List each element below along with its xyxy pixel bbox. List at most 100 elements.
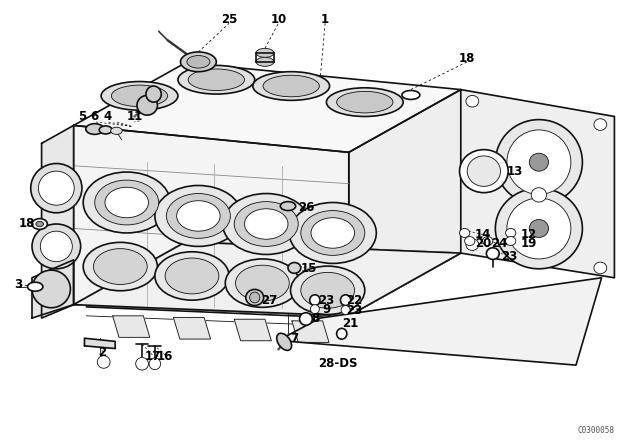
Ellipse shape <box>310 295 320 306</box>
Ellipse shape <box>341 306 350 314</box>
Ellipse shape <box>460 150 508 193</box>
Ellipse shape <box>165 258 219 294</box>
Ellipse shape <box>93 249 147 284</box>
Ellipse shape <box>32 224 81 269</box>
Ellipse shape <box>337 91 393 113</box>
Ellipse shape <box>495 188 582 269</box>
Ellipse shape <box>111 127 122 134</box>
Polygon shape <box>74 63 461 152</box>
Ellipse shape <box>101 82 178 110</box>
Text: 21: 21 <box>342 317 359 330</box>
Ellipse shape <box>276 333 292 350</box>
Text: 13: 13 <box>507 164 524 178</box>
Ellipse shape <box>95 180 159 225</box>
Ellipse shape <box>246 289 264 306</box>
Text: 3: 3 <box>14 278 22 292</box>
Text: 9: 9 <box>323 302 330 316</box>
Ellipse shape <box>97 356 110 368</box>
Polygon shape <box>32 260 74 318</box>
Ellipse shape <box>466 239 479 250</box>
Ellipse shape <box>155 252 229 300</box>
Text: 23: 23 <box>318 293 335 307</box>
Text: 28-DS: 28-DS <box>318 357 358 370</box>
Ellipse shape <box>594 119 607 130</box>
Ellipse shape <box>136 358 148 370</box>
Ellipse shape <box>326 88 403 116</box>
Ellipse shape <box>289 202 376 263</box>
Polygon shape <box>84 338 115 349</box>
Polygon shape <box>173 318 211 339</box>
Ellipse shape <box>178 65 255 94</box>
Polygon shape <box>113 316 150 337</box>
Text: 1: 1 <box>321 13 329 26</box>
Ellipse shape <box>86 124 104 134</box>
Ellipse shape <box>594 262 607 274</box>
Polygon shape <box>74 125 349 316</box>
Polygon shape <box>349 90 461 316</box>
Text: 14: 14 <box>475 228 492 241</box>
Ellipse shape <box>256 48 274 57</box>
Ellipse shape <box>188 69 244 90</box>
Ellipse shape <box>36 221 44 227</box>
Ellipse shape <box>187 56 210 68</box>
Ellipse shape <box>531 188 547 202</box>
Ellipse shape <box>495 120 582 205</box>
Polygon shape <box>74 242 461 316</box>
Text: 18: 18 <box>459 52 476 65</box>
Ellipse shape <box>31 164 82 213</box>
Text: 20: 20 <box>475 237 492 250</box>
Text: 6: 6 <box>91 110 99 123</box>
Polygon shape <box>74 242 461 316</box>
Ellipse shape <box>507 130 571 194</box>
Text: 8: 8 <box>311 312 319 326</box>
Ellipse shape <box>137 95 157 115</box>
Ellipse shape <box>506 237 516 246</box>
Ellipse shape <box>111 85 168 107</box>
Ellipse shape <box>149 358 161 370</box>
Text: 17: 17 <box>144 350 161 363</box>
Ellipse shape <box>301 272 355 308</box>
Ellipse shape <box>311 218 355 248</box>
Text: 10: 10 <box>270 13 287 26</box>
Ellipse shape <box>529 153 548 171</box>
Ellipse shape <box>291 266 365 314</box>
Ellipse shape <box>507 198 571 259</box>
Polygon shape <box>42 125 74 318</box>
Polygon shape <box>461 90 614 278</box>
Ellipse shape <box>234 202 298 246</box>
Text: 15: 15 <box>300 262 317 276</box>
Text: 19: 19 <box>520 237 537 250</box>
Ellipse shape <box>166 194 230 238</box>
Ellipse shape <box>337 328 347 339</box>
Ellipse shape <box>263 75 319 97</box>
Ellipse shape <box>250 292 260 303</box>
Ellipse shape <box>483 237 493 246</box>
Text: 18: 18 <box>19 216 35 230</box>
Ellipse shape <box>301 211 365 255</box>
Ellipse shape <box>38 171 74 205</box>
Ellipse shape <box>225 259 300 307</box>
Ellipse shape <box>28 282 43 291</box>
Ellipse shape <box>40 231 72 262</box>
Text: 2: 2 <box>99 345 106 359</box>
Text: 27: 27 <box>260 293 277 307</box>
Ellipse shape <box>32 270 70 308</box>
Text: 12: 12 <box>520 228 537 241</box>
Text: 4: 4 <box>104 110 111 123</box>
Ellipse shape <box>223 194 310 254</box>
Ellipse shape <box>402 90 420 99</box>
Ellipse shape <box>236 265 289 301</box>
Text: 11: 11 <box>126 110 143 123</box>
Text: 22: 22 <box>346 293 363 307</box>
Ellipse shape <box>146 86 161 102</box>
Polygon shape <box>292 321 329 342</box>
Text: 23: 23 <box>346 303 363 317</box>
Text: 5: 5 <box>78 110 86 123</box>
Ellipse shape <box>466 95 479 107</box>
Text: 16: 16 <box>157 350 173 363</box>
Ellipse shape <box>340 295 351 306</box>
Ellipse shape <box>506 228 516 237</box>
Text: 24: 24 <box>491 237 508 250</box>
Ellipse shape <box>300 313 312 325</box>
Ellipse shape <box>32 219 47 229</box>
